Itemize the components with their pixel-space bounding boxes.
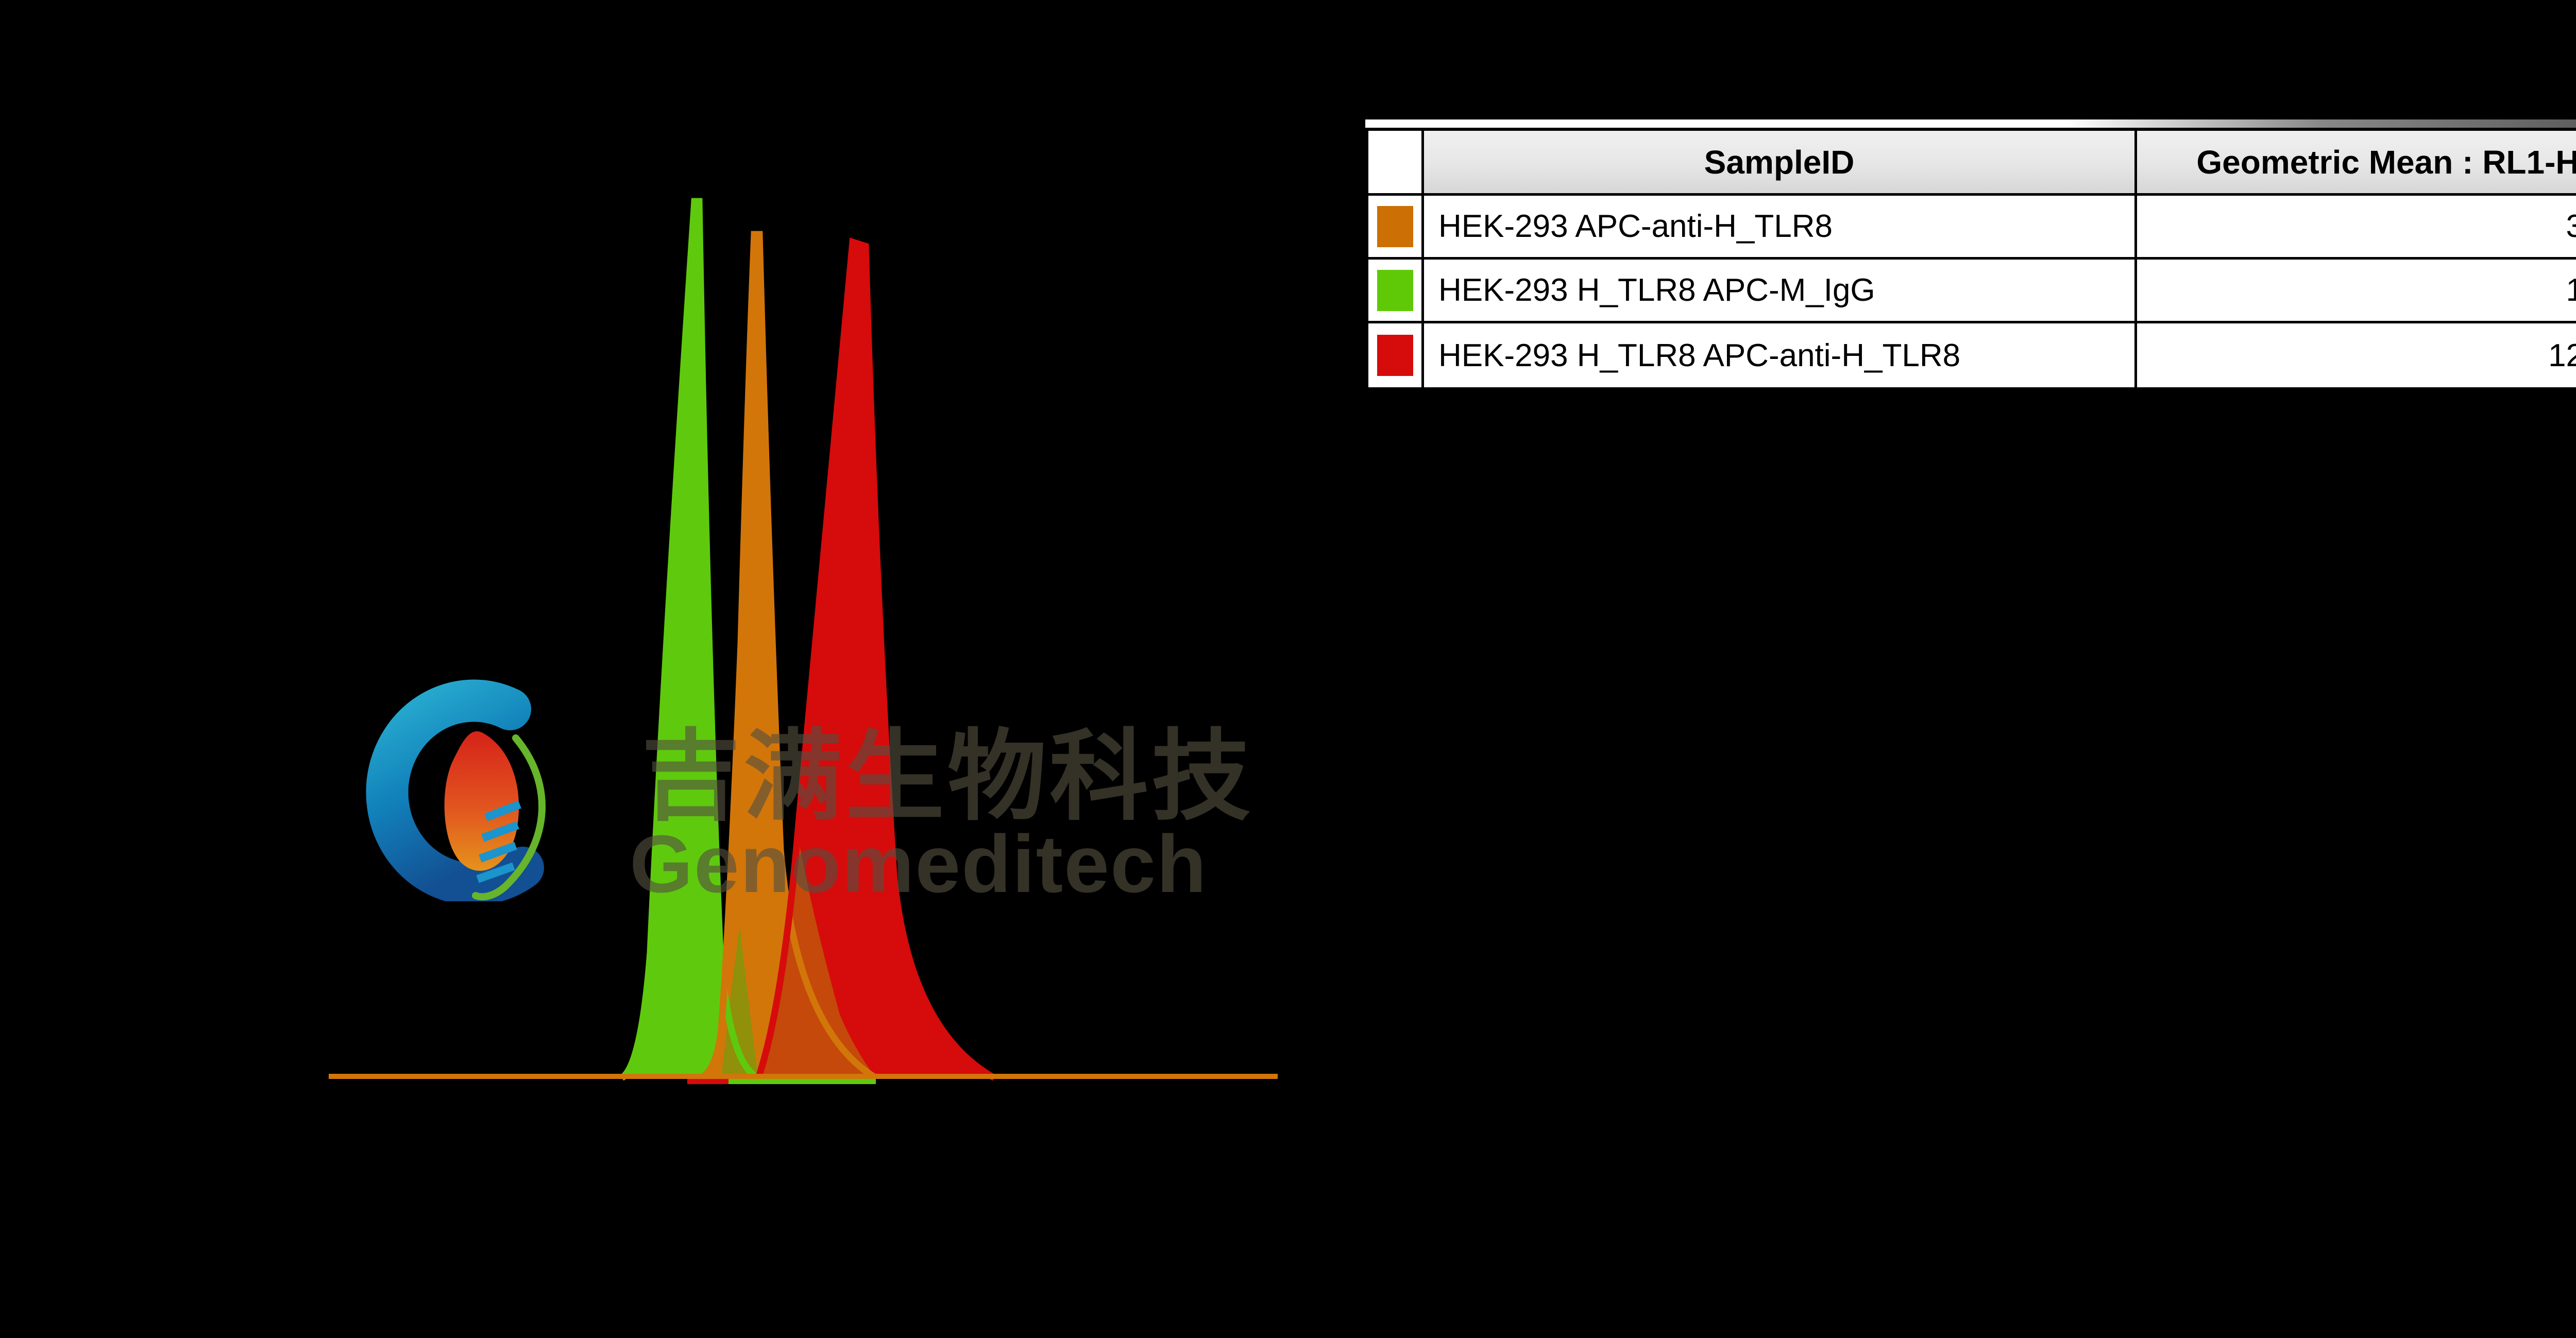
table-row-1-value: 310 (2137, 196, 2576, 260)
orange-series-swatch (1377, 205, 1413, 247)
statistics-table: SampleID Geometric Mean : RL1-H HEK-293 … (1365, 128, 2576, 390)
green-peak-outline (619, 198, 760, 1081)
logo-green-strand (472, 734, 546, 901)
table-row-3-swatch-cell (1368, 323, 1424, 387)
genomeditech-logo (366, 679, 546, 901)
red-series-swatch (1377, 335, 1413, 376)
green-series-swatch (1377, 269, 1413, 311)
red-baseline-sliver (687, 1078, 728, 1084)
table-row-1-sample-id: HEK-293 APC-anti-H_TLR8 (1424, 196, 2137, 260)
orange-red-overlap (758, 834, 876, 1078)
logo-dna-rungs (476, 800, 521, 883)
histogram-plot (329, 198, 1278, 1084)
logo-blue-swoosh (366, 679, 544, 901)
table-row-2-swatch-cell (1368, 260, 1424, 323)
orange-peak-outline (699, 231, 878, 1081)
green-orange-overlap (721, 924, 758, 1078)
watermark-company-name-cn: 吉满生物科技 (641, 721, 1253, 832)
red-peak-outline (755, 237, 996, 1081)
table-row-2-sample-id: HEK-293 H_TLR8 APC-M_IgG (1424, 260, 2137, 323)
table-row-1-swatch-cell (1368, 196, 1424, 260)
histogram-baseline (329, 1074, 1278, 1079)
orange-peak-fill (701, 234, 876, 1078)
header-swatch-column (1368, 131, 1424, 196)
header-geometric-mean: Geometric Mean : RL1-H (2137, 131, 2576, 196)
table-row-3-value: 1240 (2137, 323, 2576, 387)
red-peak-fill (758, 242, 994, 1078)
header-sample-id: SampleID (1424, 131, 2137, 196)
table-top-edge-strip (1365, 119, 2576, 128)
table-row-2-value: 124 (2137, 260, 2576, 323)
watermark-company-name-en: Genomeditech (630, 819, 1208, 910)
logo-flame (444, 731, 519, 871)
table-row-3-sample-id: HEK-293 H_TLR8 APC-anti-H_TLR8 (1424, 323, 2137, 387)
green-baseline-sliver (728, 1078, 876, 1084)
